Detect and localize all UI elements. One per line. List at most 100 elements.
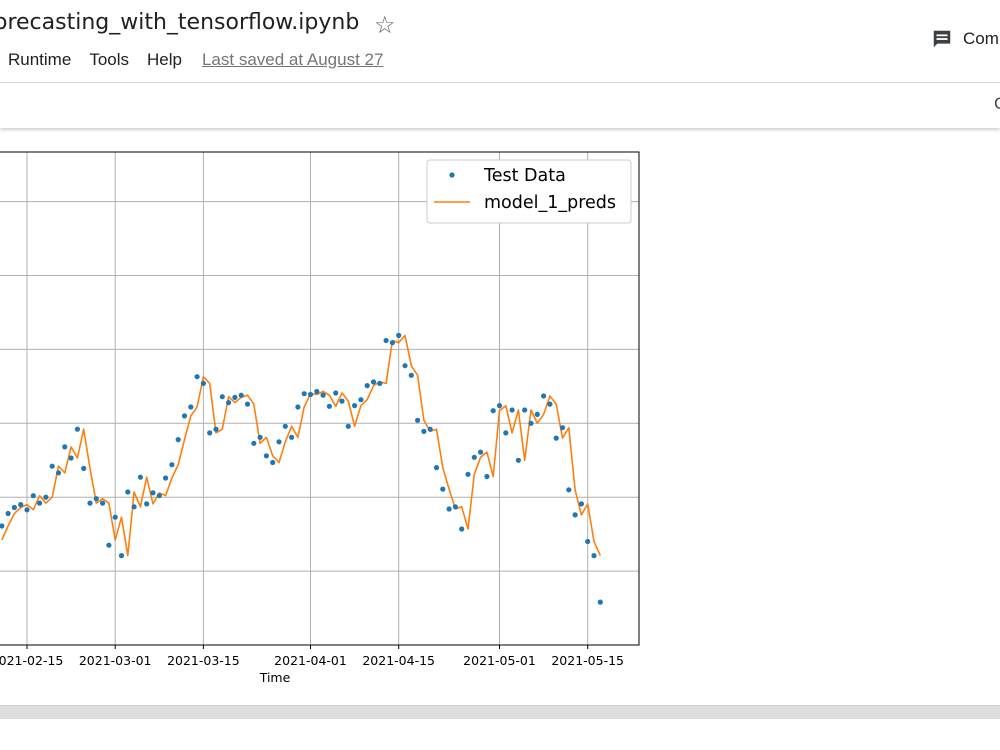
test-data-point [408,372,414,378]
test-data-point [415,417,421,423]
test-data-point [578,501,585,507]
test-data-point [118,553,125,559]
footer-space [0,719,1000,750]
test-data-point [226,400,232,406]
test-data-point [188,404,194,410]
test-data-point [559,425,566,431]
notebook-title[interactable]: orecasting_with_tensorflow.ipynb [0,10,360,35]
test-data-point [93,496,99,502]
test-data-point [389,340,395,346]
test-data-point [585,538,591,545]
comment-icon [933,30,951,48]
test-data-point [270,459,276,466]
x-tick-label: 2021-04-15 [362,653,435,668]
test-data-point [326,403,332,409]
x-tick-label: 2021-02-15 [0,653,63,668]
test-data-point [528,420,534,426]
x-tick-label: 2021-03-15 [167,653,240,668]
test-data-point [137,474,143,480]
test-data-point [522,407,528,413]
test-data-point [100,500,106,506]
x-tick-label: 2021-05-15 [551,653,624,668]
test-data-point [156,493,162,499]
horizontal-scrollbar[interactable] [0,705,1000,720]
test-data-point [150,490,156,496]
notebook-header: orecasting_with_tensorflow.ipynb ☆ Runti… [0,0,1000,82]
test-data-point [503,430,509,436]
menu-runtime[interactable]: Runtime [8,50,72,69]
test-data-point [169,462,175,468]
test-data-point [289,434,295,440]
test-data-point [30,493,36,499]
legend-test-data-label: Test Data [483,166,566,186]
test-data-point [144,501,150,507]
test-data-point [238,392,244,398]
test-data-point [37,500,43,506]
comments-button[interactable]: Com [931,28,999,50]
test-data-point [402,363,408,369]
test-data-point [163,475,169,481]
test-data-point [181,413,188,419]
test-data-point [433,465,440,471]
forecast-chart: 2021-02-15 2021-03-01 2021-03-15 2021-04-01… [0,151,640,685]
test-data-point [377,380,383,386]
x-axis-ticks: 2021-02-15 2021-03-01 2021-03-15 2021-04-01… [0,645,624,668]
test-data-point [541,393,547,399]
test-data-point [232,394,238,400]
test-data-point [452,504,458,510]
test-data-point [396,332,402,338]
test-data-point [534,411,540,417]
toolbar-edge-label[interactable]: C [994,94,1000,114]
test-data-point [471,454,477,460]
star-outline-icon[interactable]: ☆ [374,12,396,39]
test-data-point [219,394,225,400]
test-data-point [125,489,131,495]
x-tick-label: 2021-04-01 [274,653,347,668]
test-data-point [11,504,17,511]
test-data-point [465,471,471,477]
legend-model-1-preds-label: model_1_preds [484,193,616,213]
test-data-point [74,426,80,432]
test-data-point [484,473,490,480]
test-data-point [320,392,326,398]
test-data-point [0,523,5,529]
model-1-preds-line [1,334,602,557]
test-data-point [572,512,578,518]
test-data-point [106,542,112,548]
test-data-point [515,457,522,463]
menu-tools[interactable]: Tools [89,50,129,69]
test-data-point [200,380,206,386]
series-test-data [0,332,603,605]
test-data-point [213,426,219,432]
x-tick-label: 2021-03-01 [79,653,152,668]
test-data-point [244,401,251,407]
test-data-point [547,401,553,407]
test-data-point [49,463,55,469]
x-axis-label: Time [259,670,291,685]
plot-frame [0,151,640,646]
comments-label: Com [963,29,999,48]
test-data-point [490,408,496,414]
test-data-point [352,403,358,409]
menu-bar: Runtime Tools Help Last saved at August … [8,50,383,70]
toolbar: C [0,83,1000,128]
test-data-point [383,337,389,344]
test-data-point [364,383,370,389]
legend-test-data-marker [449,172,455,178]
menu-help[interactable]: Help [147,50,182,69]
test-data-point [446,506,452,512]
legend-box [426,159,632,224]
header-divider [0,82,1000,83]
test-data-point [175,437,181,443]
test-data-point [553,435,559,441]
test-data-point [307,391,314,398]
test-data-point [440,486,446,492]
last-saved-link[interactable]: Last saved at August 27 [201,50,384,69]
legend: Test Data model_1_preds [426,159,632,224]
test-data-point [370,379,377,385]
test-data-point [597,599,603,605]
test-data-point [496,403,503,409]
output-area: 2021-02-15 2021-03-01 2021-03-15 2021-04-01… [0,130,1000,705]
test-data-point [87,500,93,506]
grid-lines [0,152,639,645]
